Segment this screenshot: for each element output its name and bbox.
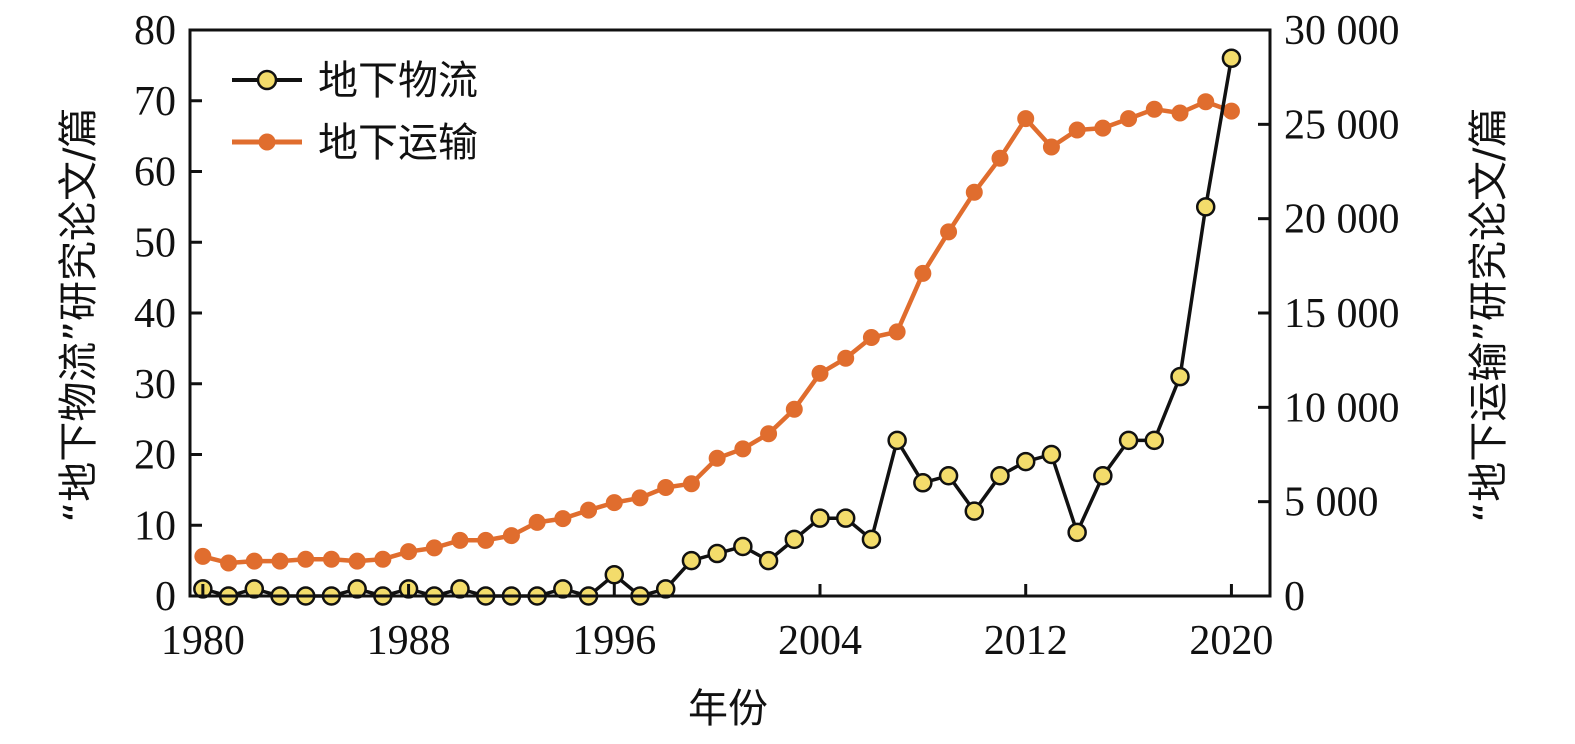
left-y-tick-label: 80 — [134, 8, 176, 54]
series-1-point — [760, 425, 778, 443]
legend-swatch-marker — [258, 133, 276, 151]
series-1-point — [348, 552, 366, 570]
x-tick-label: 2004 — [778, 618, 862, 664]
series-0-point — [681, 550, 702, 571]
right-y-tick-label: 10 000 — [1284, 385, 1400, 431]
series-0-point — [964, 501, 985, 521]
series-0-point — [604, 565, 625, 585]
series-1-point — [657, 479, 675, 497]
series-1-point — [682, 475, 700, 493]
series-1-point — [245, 552, 263, 570]
series-1-point — [785, 400, 803, 418]
series-0-point — [1221, 48, 1242, 69]
series-1-point — [1145, 100, 1163, 118]
series-1-point — [631, 489, 649, 507]
right-y-tick-label: 20 000 — [1284, 197, 1400, 243]
series-1-point — [811, 364, 829, 382]
series-0-point — [758, 550, 779, 571]
legend-label: 地下物流 — [318, 58, 478, 104]
series-0-point — [835, 508, 856, 528]
x-tick-label: 1980 — [161, 618, 245, 664]
series-0-point — [1093, 465, 1113, 486]
series-1-point — [554, 510, 572, 528]
series-1-point — [940, 223, 958, 241]
series-1-point — [1197, 93, 1215, 111]
series-1-point — [965, 183, 983, 201]
left-y-axis-title: “地下物流”研究论文/篇 — [56, 108, 102, 523]
series-1-point — [374, 550, 392, 568]
series-0-point — [1170, 366, 1190, 387]
right-y-tick-label: 15 000 — [1284, 291, 1400, 337]
series-0-point — [784, 529, 805, 550]
series-0-point — [1015, 451, 1036, 472]
series-1-point — [425, 539, 443, 557]
series-1-point — [1222, 102, 1240, 120]
series-0-point — [913, 473, 933, 493]
series-1-point — [837, 349, 855, 367]
series-0-point — [1067, 522, 1087, 543]
left-y-tick-label: 60 — [134, 150, 176, 196]
series-1-point — [1094, 119, 1112, 137]
series-0-point — [810, 508, 830, 528]
series-1-point — [914, 264, 932, 282]
series-1-point — [605, 494, 623, 512]
series-1-point — [528, 513, 546, 531]
right-y-tick-label: 30 000 — [1284, 8, 1400, 54]
series-1-point — [271, 552, 289, 570]
legend-swatch-marker — [256, 69, 278, 91]
legend-label: 地下运输 — [318, 120, 478, 166]
series-1-point — [451, 531, 469, 549]
left-y-tick-label: 10 — [134, 503, 176, 549]
x-axis-title: 年份 — [688, 686, 768, 732]
series-0-point — [990, 465, 1010, 486]
series-1-point — [220, 554, 238, 572]
series-1-point — [194, 547, 212, 565]
series-1-point — [1120, 110, 1138, 128]
series-1-point — [297, 550, 315, 568]
series-0-point — [1195, 197, 1216, 217]
series-0-point — [707, 543, 727, 564]
series-1-point — [1042, 138, 1060, 156]
x-tick-label: 2012 — [984, 618, 1068, 664]
series-1-point — [477, 531, 495, 549]
series-0-point — [733, 536, 753, 557]
series-0-point — [938, 465, 959, 486]
right-y-tick-label: 5 000 — [1284, 480, 1379, 526]
series-1-point — [1068, 121, 1086, 139]
axes: 1980 1988 1996 2004 2012 20200102030405060708… — [134, 8, 1400, 664]
series-1-point — [1017, 110, 1035, 128]
series-0-point — [887, 430, 907, 451]
left-y-tick-label: 40 — [134, 291, 176, 337]
series-1-point — [708, 449, 726, 467]
series-0-point — [861, 529, 882, 550]
left-y-tick-label: 20 — [134, 433, 176, 479]
x-tick-label: 2020 — [1189, 618, 1273, 664]
series-1-point — [1171, 104, 1189, 122]
x-tick-label: 1996 — [572, 618, 656, 664]
series-0-point — [1041, 444, 1062, 465]
series-1-point — [400, 543, 418, 561]
right-y-tick-label: 25 000 — [1284, 102, 1400, 148]
series-1-point — [734, 440, 752, 458]
series-line-1 — [202, 99, 1233, 566]
series-1-point — [322, 550, 340, 568]
series-1-point — [862, 329, 880, 347]
series-0-point — [1144, 430, 1165, 451]
left-y-tick-label: 0 — [155, 574, 176, 620]
series-0-point — [1118, 430, 1139, 451]
right-y-axis-title: “地下运输”研究论文/篇 — [1466, 108, 1512, 523]
left-y-tick-label: 70 — [134, 79, 176, 125]
left-y-tick-label: 50 — [134, 220, 176, 266]
left-y-tick-label: 30 — [134, 362, 176, 408]
plot-frame — [188, 28, 1272, 598]
x-tick-label: 1988 — [367, 618, 451, 664]
series-1-point — [580, 501, 598, 519]
series-1-point — [991, 149, 1009, 167]
series-1-point — [888, 323, 906, 341]
series-1-point — [502, 527, 520, 545]
right-y-tick-label: 0 — [1284, 574, 1305, 620]
